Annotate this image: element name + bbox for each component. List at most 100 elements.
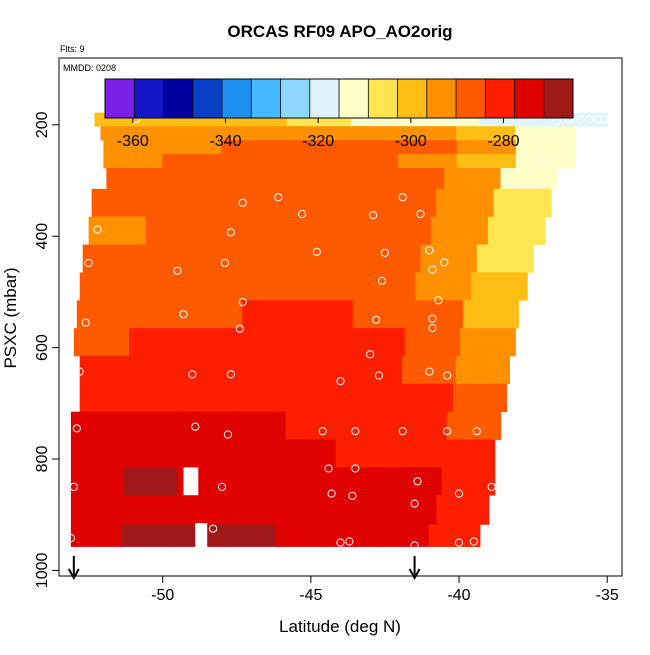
- heatmap-cell: [453, 383, 507, 412]
- colorbar-segment: [456, 79, 486, 118]
- heatmap-cell: [463, 300, 519, 329]
- heatmap-cell: [239, 328, 296, 357]
- heatmap-cell: [436, 188, 495, 218]
- heatmap-cell: [430, 216, 489, 245]
- sample-point: [377, 276, 387, 285]
- sample-point: [238, 297, 247, 307]
- sample-point: [576, 115, 585, 124]
- heatmap-cell: [70, 439, 125, 468]
- heatmap-cell: [280, 154, 340, 169]
- sample-point: [75, 367, 84, 376]
- heatmap-cell: [162, 140, 222, 155]
- heatmap-cell: [135, 272, 193, 301]
- heatmap-cell: [446, 411, 502, 440]
- heatmap-cell: [436, 495, 490, 525]
- colorbar-segment: [309, 79, 340, 118]
- heatmap-cell: [297, 300, 354, 329]
- heatmap-cell: [162, 168, 220, 190]
- heatmap-cell: [100, 126, 161, 141]
- flights-note: Flts: 9: [60, 44, 85, 54]
- heatmap-cell: [456, 154, 517, 169]
- heatmap-cell: [387, 168, 445, 190]
- sample-point: [440, 258, 449, 267]
- heatmap-cell: [275, 524, 327, 547]
- heatmap-cell: [364, 244, 422, 273]
- heatmap-cell: [279, 495, 333, 525]
- heatmap-cell: [149, 188, 207, 218]
- sample-point: [351, 464, 360, 473]
- heatmap-cell: [129, 328, 185, 357]
- colorbar-segment: [368, 79, 398, 118]
- sample-point: [297, 209, 307, 219]
- heatmap-cell: [339, 411, 394, 440]
- heatmap-cell: [145, 216, 204, 245]
- heatmap-cell: [500, 168, 558, 190]
- x-axis: -50 -45 -40 -35: [151, 576, 619, 604]
- heatmap-cell: [240, 356, 296, 385]
- sample-point: [209, 524, 218, 533]
- heatmap-cell: [229, 467, 284, 496]
- heatmap-cell: [259, 216, 318, 245]
- heatmap-cell: [247, 272, 304, 301]
- colorbar-tick-label: -360: [117, 133, 149, 150]
- heatmap-cell: [515, 126, 576, 141]
- heatmap-cell: [378, 188, 437, 218]
- heatmap-cell: [307, 244, 365, 273]
- sample-point: [425, 246, 434, 255]
- heatmap-cell: [428, 524, 481, 547]
- heatmap-cell: [331, 168, 389, 190]
- sample-point: [348, 491, 357, 500]
- heatmap-cell: [239, 383, 294, 412]
- heatmap-cell: [187, 356, 242, 385]
- heatmap-cell: [285, 411, 340, 440]
- sample-point: [416, 209, 425, 219]
- heatmap-cell: [132, 300, 188, 329]
- heatmap-cell: [122, 524, 174, 547]
- heatmap-cells: [70, 112, 608, 547]
- sample-point: [72, 424, 81, 433]
- heatmap-cell: [346, 383, 401, 412]
- heatmap-cell: [280, 140, 340, 155]
- sample-point: [69, 482, 78, 491]
- colorbar-segment: [397, 79, 428, 118]
- data-gaps: [183, 467, 208, 557]
- heatmap-cell: [294, 356, 349, 385]
- sample-point: [226, 228, 235, 237]
- sample-point: [220, 258, 229, 268]
- heatmap-cell: [232, 411, 287, 440]
- heatmap-cell: [191, 272, 249, 301]
- heatmap-cell: [455, 356, 510, 385]
- sample-point: [327, 489, 336, 498]
- colorbar-segment: [134, 79, 164, 118]
- sample-point: [223, 430, 232, 439]
- heatmap-cell: [460, 328, 516, 357]
- heatmap-cell: [124, 411, 179, 440]
- sample-point: [217, 482, 227, 491]
- sample-point: [345, 537, 354, 546]
- x-tick-label: -50: [151, 587, 174, 604]
- heatmap-cell: [227, 495, 281, 525]
- heatmap-cell: [444, 168, 502, 190]
- sample-point: [351, 427, 360, 436]
- y-tick-label: 800: [34, 446, 51, 473]
- heatmap-cell: [352, 300, 409, 329]
- heatmap-cell: [397, 154, 458, 169]
- heatmap-cell: [224, 524, 276, 547]
- sample-point: [274, 193, 283, 202]
- heatmap-cell: [348, 356, 403, 385]
- heatmap-cell: [359, 272, 416, 301]
- y-axis-label: PSXC (mbar): [1, 267, 20, 368]
- heatmap-cell: [123, 495, 176, 525]
- heatmap-cell: [515, 154, 576, 169]
- heatmap-cell: [456, 126, 516, 141]
- heatmap-cell: [282, 439, 337, 468]
- colorbar-segment: [163, 79, 194, 118]
- sample-point: [374, 371, 384, 380]
- heatmap-cell: [195, 244, 253, 273]
- heatmap-cell: [175, 495, 229, 525]
- heatmap-cell: [221, 154, 281, 169]
- colorbar-segment: [280, 79, 311, 118]
- heatmap-cell: [91, 188, 150, 218]
- heatmap-cell: [337, 126, 398, 141]
